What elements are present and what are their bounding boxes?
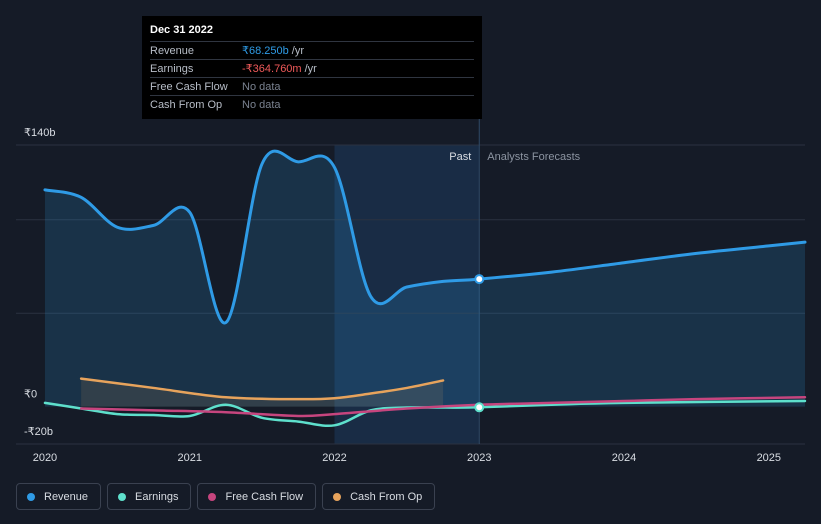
tooltip-row-revenue: Revenue ₹68.250b /yr <box>150 41 474 59</box>
axis-labels: ₹140b ₹0 -₹20b 2020 2021 2022 2023 2024 2025 <box>24 127 781 464</box>
revenue-dot-icon <box>27 492 35 501</box>
legend-label: Revenue <box>44 490 89 503</box>
free-cash-flow-line <box>79 396 807 418</box>
legend-cash-from-op-toggle[interactable]: Cash From Op <box>322 483 436 510</box>
legend-label: Cash From Op <box>350 490 423 503</box>
x-tick-label: 2020 <box>33 452 57 464</box>
free-cash-flow-dot-icon <box>208 492 217 501</box>
legend-earnings-toggle[interactable]: Earnings <box>107 483 192 510</box>
legend-free-cash-flow-toggle[interactable]: Free Cash Flow <box>197 483 317 510</box>
earnings-line <box>43 399 807 427</box>
tooltip-label: Earnings <box>150 62 194 75</box>
cash-from-op-dot-icon <box>333 492 342 501</box>
x-tick-label: 2024 <box>612 452 636 464</box>
tooltip-value: No data <box>242 80 281 93</box>
tooltip-value: ₹68.250b <box>242 45 289 57</box>
tooltip-unit: /yr <box>291 44 304 57</box>
earnings-marker <box>474 402 485 413</box>
earnings-dot-icon <box>118 492 127 501</box>
tooltip-row-earnings: Earnings -₹364.760m /yr <box>150 59 474 77</box>
x-tick-label: 2025 <box>757 452 781 464</box>
legend: Revenue Earnings Free Cash Flow Cash Fro… <box>16 483 436 510</box>
tooltip-row-free-cash-flow: Free Cash Flow No data <box>150 77 474 95</box>
legend-revenue-toggle[interactable]: Revenue <box>16 483 102 510</box>
tooltip-value: No data <box>242 98 281 111</box>
x-tick-label: 2021 <box>177 452 201 464</box>
x-tick-label: 2022 <box>322 452 346 464</box>
tooltip-date: Dec 31 2022 <box>150 24 213 36</box>
tooltip-unit: /yr <box>304 62 317 75</box>
tooltip-value: -₹364.760m <box>242 63 302 75</box>
tooltip: Dec 31 2022 Revenue ₹68.250b /yr Earning… <box>142 16 482 119</box>
y-tick-label: ₹140b <box>24 127 55 139</box>
revenue-area <box>44 151 806 407</box>
tooltip-label: Revenue <box>150 44 195 57</box>
forecast-label: Analysts Forecasts <box>487 151 580 163</box>
series-line-layer <box>43 149 807 427</box>
revenue-marker <box>474 274 485 285</box>
x-tick-label: 2023 <box>467 452 491 464</box>
revenue-line <box>43 149 807 325</box>
tooltip-label: Cash From Op <box>150 98 223 111</box>
cash-from-op-line <box>79 377 445 401</box>
legend-label: Free Cash Flow <box>225 490 304 503</box>
y-tick-label: -₹20b <box>24 426 53 438</box>
series-fill-layer <box>44 151 806 407</box>
cash-from-op-area <box>81 378 444 407</box>
legend-label: Earnings <box>135 490 179 503</box>
y-tick-label: ₹0 <box>24 389 37 401</box>
past-label: Past <box>449 151 471 163</box>
tooltip-row-cash-from-op: Cash From Op No data <box>150 95 474 113</box>
tooltip-label: Free Cash Flow <box>150 80 228 93</box>
